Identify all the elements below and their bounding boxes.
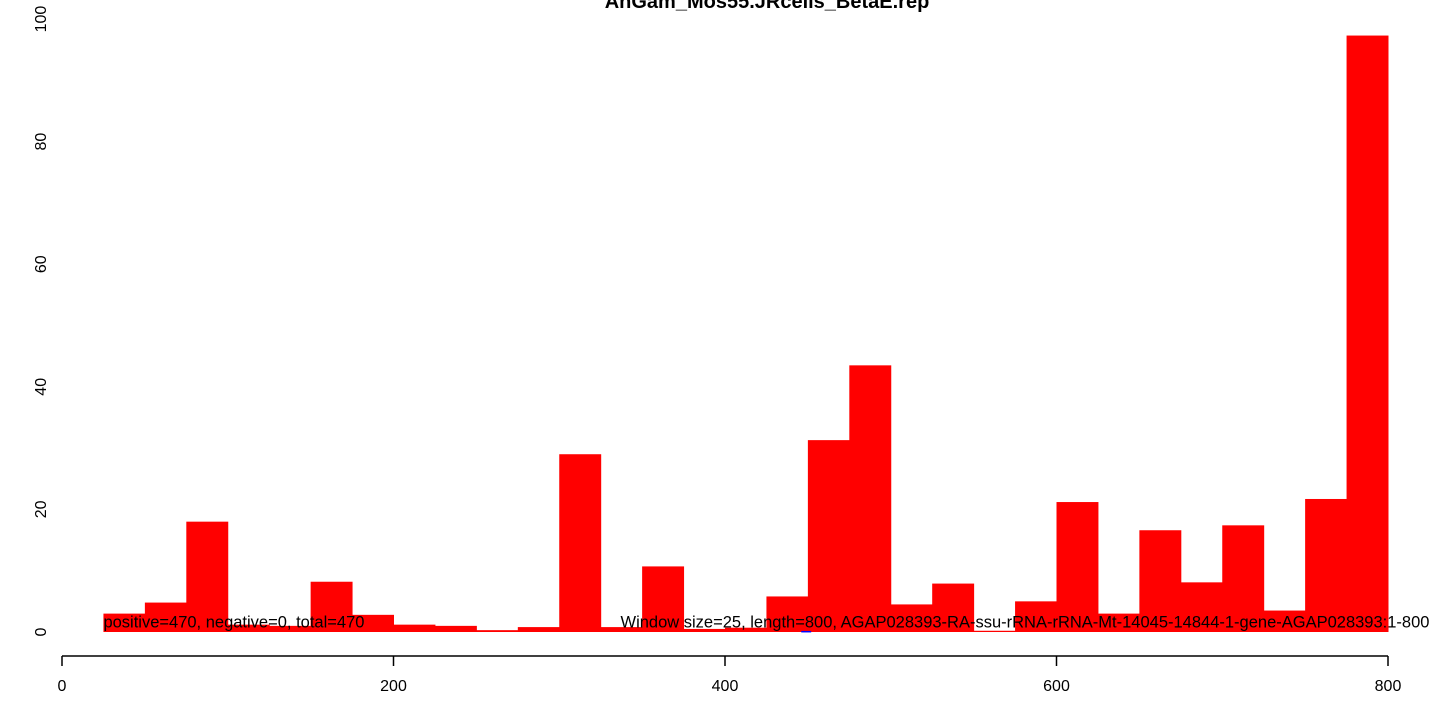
x-tick-label: 600 xyxy=(1043,678,1070,695)
bar-400 xyxy=(725,627,767,632)
y-axis: 0 20 40 60 80 100 xyxy=(33,6,50,637)
bar-50 xyxy=(144,602,187,632)
bar-375 xyxy=(683,628,726,632)
bars-group xyxy=(103,35,1389,632)
bar-175 xyxy=(352,614,394,632)
bar-500 xyxy=(890,604,933,632)
bar-325 xyxy=(600,627,643,632)
y-tick-label: 0 xyxy=(33,627,50,636)
bar-775 xyxy=(1346,35,1389,632)
bar-200 xyxy=(393,624,436,632)
bar-300 xyxy=(559,454,602,632)
bar-550 xyxy=(973,630,1016,632)
bar-750 xyxy=(1305,498,1348,632)
window-annotation: Window size=25, length=800, AGAP028393-R… xyxy=(621,614,1430,632)
bar-650 xyxy=(1139,530,1182,632)
y-tick-label: 60 xyxy=(33,255,50,273)
x-axis: 0 200 400 600 800 xyxy=(58,655,1402,695)
bar-625 xyxy=(1097,613,1140,632)
bar-25 xyxy=(103,613,146,632)
y-tick-label: 40 xyxy=(33,378,50,396)
bar-250 xyxy=(476,630,519,632)
x-tick-label: 400 xyxy=(712,678,739,695)
x-tick-label: 0 xyxy=(58,678,67,695)
bar-675 xyxy=(1180,582,1223,632)
bar-75 xyxy=(186,521,229,632)
bar-425 xyxy=(766,596,809,632)
stats-annotation: positive=470, negative=0, total=470 xyxy=(103,614,364,632)
bar-575 xyxy=(1015,601,1057,632)
bar-525 xyxy=(932,583,975,632)
bar-450 xyxy=(807,440,850,632)
bar-700 xyxy=(1222,525,1265,632)
bar-125 xyxy=(269,625,312,632)
y-tick-label: 100 xyxy=(33,6,50,33)
bar-150 xyxy=(310,581,353,632)
bar-275 xyxy=(517,627,560,632)
y-tick-label: 20 xyxy=(33,500,50,518)
chart-title: AnGam_Mos55.JRcells_BetaE.rep xyxy=(605,0,930,13)
bar-725 xyxy=(1263,610,1306,632)
bar-350 xyxy=(642,566,685,632)
y-tick-label: 80 xyxy=(33,133,50,151)
bar-225 xyxy=(434,625,477,632)
x-tick-label: 800 xyxy=(1375,678,1402,695)
bar-475 xyxy=(849,365,892,632)
bar-100 xyxy=(227,624,270,632)
x-tick-label: 200 xyxy=(380,678,407,695)
bar-600 xyxy=(1056,502,1099,632)
